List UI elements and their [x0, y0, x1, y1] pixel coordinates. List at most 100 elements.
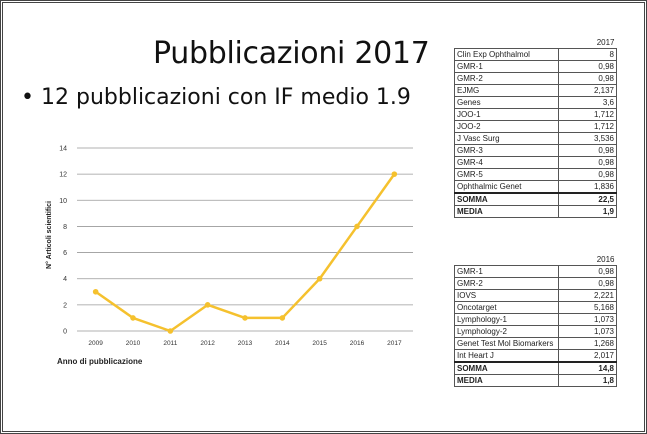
table-row: JOO-2 1,712	[454, 120, 617, 133]
impact-factor-value: 1,268	[558, 337, 617, 350]
table-row: Int Heart J 2,017	[454, 349, 617, 363]
journal-name: Oncotarget	[454, 301, 559, 314]
impact-factor-value: 3,536	[558, 132, 617, 145]
table-row: Lymphology-1 1,073	[454, 313, 617, 326]
impact-factor-value: 8	[558, 48, 617, 61]
y-tick-label: 6	[63, 250, 67, 257]
data-point	[167, 328, 174, 334]
journal-name: Genet Test Mol Biomarkers	[454, 337, 559, 350]
impact-factor-table-2016: 2016 GMR-1 0,98 GMR-2 0,98 IOVS 2,221 Oncotarge…	[454, 254, 617, 387]
impact-factor-value: 0,98	[558, 277, 617, 290]
y-tick-label: 10	[59, 198, 67, 205]
table-row: IOVS 2,221	[454, 289, 617, 302]
impact-factor-value: 1,073	[558, 313, 617, 326]
bullet-symbol: •	[21, 85, 34, 110]
journal-name: IOVS	[454, 289, 559, 302]
table-sum-row: SOMMA 14,8	[454, 361, 617, 375]
x-tick-label: 2016	[350, 340, 365, 347]
x-tick-label: 2014	[275, 340, 290, 347]
table-row: GMR-2 0,98	[454, 277, 617, 290]
table-year-header: 2016	[596, 254, 615, 264]
x-tick-label: 2010	[126, 340, 141, 347]
table-sum-row: SOMMA 22,5	[454, 192, 617, 206]
x-tick-label: 2015	[312, 340, 327, 347]
table-row: GMR-1 0,98	[454, 60, 617, 73]
table-header-empty	[455, 37, 559, 49]
sum-label: SOMMA	[454, 361, 559, 375]
impact-factor-value: 2,017	[558, 349, 617, 363]
journal-name: J Vasc Surg	[454, 132, 559, 145]
chart-series	[92, 171, 398, 334]
table-row: Ophthalmic Genet 1,836	[454, 180, 617, 194]
journal-name: JOO-2	[454, 120, 559, 133]
data-point	[391, 171, 398, 177]
slide-title: Pubblicazioni 2017	[153, 36, 430, 71]
table-header-row: 2017	[455, 37, 617, 49]
journal-name: GMR-1	[454, 60, 559, 73]
sum-value: 22,5	[558, 192, 617, 206]
impact-factor-value: 1,712	[558, 108, 617, 121]
data-point	[279, 315, 286, 321]
journal-name: Genes	[454, 96, 559, 109]
journal-name: GMR-1	[454, 265, 559, 278]
table-mean-row: MEDIA 1,8	[454, 374, 617, 387]
table-row: Lymphology-2 1,073	[454, 325, 617, 338]
table-row: Clin Exp Ophthalmol 8	[454, 48, 617, 61]
journal-name: Clin Exp Ophthalmol	[454, 48, 559, 61]
impact-factor-value: 2,221	[558, 289, 617, 302]
data-point	[242, 315, 248, 321]
data-point	[354, 223, 360, 230]
table-row: GMR-4 0,98	[454, 156, 617, 169]
table-header-row: 2016	[455, 254, 617, 266]
sum-value: 14,8	[558, 361, 617, 375]
journal-name: EJMG	[454, 84, 559, 97]
bullet-text: 12 pubblicazioni con IF medio 1.9	[41, 85, 411, 110]
x-tick-label: 2017	[387, 340, 402, 347]
data-point	[130, 315, 136, 321]
table-row: GMR-2 0,98	[454, 72, 617, 85]
mean-label: MEDIA	[454, 205, 559, 218]
data-point	[316, 275, 323, 282]
sum-label: SOMMA	[454, 192, 559, 206]
journal-name: GMR-4	[454, 156, 559, 169]
impact-factor-value: 1,073	[558, 325, 617, 338]
impact-factor-value: 0,98	[558, 156, 617, 169]
journal-name: Lymphology-2	[454, 325, 559, 338]
table-row: GMR-5 0,98	[454, 168, 617, 181]
mean-label: MEDIA	[454, 374, 559, 387]
table-row: JOO-1 1,712	[454, 108, 617, 121]
table-header-empty	[455, 254, 559, 266]
impact-factor-value: 0,98	[558, 168, 617, 181]
impact-factor-value: 0,98	[558, 144, 617, 157]
impact-factor-value: 1,836	[558, 180, 617, 194]
impact-factor-value: 0,98	[558, 60, 617, 73]
data-point	[92, 288, 99, 295]
x-axis-label: Anno di pubblicazione	[57, 357, 143, 366]
x-tick-label: 2013	[238, 340, 253, 347]
journal-name: GMR-3	[454, 144, 559, 157]
y-tick-label: 4	[63, 276, 67, 283]
table-row: Genet Test Mol Biomarkers 1,268	[454, 337, 617, 350]
mean-value: 1,8	[558, 374, 617, 387]
journal-name: Lymphology-1	[454, 313, 559, 326]
impact-factor-value: 0,98	[558, 72, 617, 85]
impact-factor-table-2017: 2017 Clin Exp Ophthalmol 8 GMR-1 0,98 GMR-2 0,…	[454, 37, 617, 218]
impact-factor-value: 3,6	[558, 96, 617, 109]
publications-line-chart: 0 2 4 6 8 10 12 14 2009 2010 2011 2012 2013 2014 2015…	[45, 146, 413, 366]
x-tick-label: 2011	[163, 340, 177, 347]
y-axis-tick-labels: 0 2 4 6 8 10 12 14	[59, 146, 67, 336]
y-tick-label: 8	[63, 224, 67, 231]
impact-factor-value: 2,137	[558, 84, 617, 97]
table-row: Oncotarget 5,168	[454, 301, 617, 314]
journal-name: Ophthalmic Genet	[454, 180, 559, 194]
journal-name: GMR-2	[454, 277, 559, 290]
y-tick-label: 12	[59, 172, 67, 179]
y-tick-label: 2	[63, 302, 67, 309]
table-row: Genes 3,6	[454, 96, 617, 109]
journal-name: JOO-1	[454, 108, 559, 121]
y-tick-label: 0	[63, 329, 67, 336]
impact-factor-value: 5,168	[558, 301, 617, 314]
bullet-point: • 12 pubblicazioni con IF medio 1.9	[21, 85, 411, 110]
journal-name: GMR-2	[454, 72, 559, 85]
